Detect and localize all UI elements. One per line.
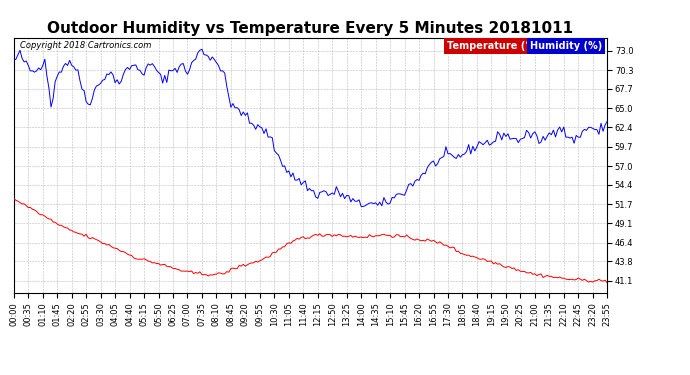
Text: Temperature (°F): Temperature (°F) xyxy=(447,41,541,51)
Text: Humidity (%): Humidity (%) xyxy=(530,41,602,51)
Title: Outdoor Humidity vs Temperature Every 5 Minutes 20181011: Outdoor Humidity vs Temperature Every 5 … xyxy=(48,21,573,36)
Text: Copyright 2018 Cartronics.com: Copyright 2018 Cartronics.com xyxy=(20,41,151,50)
